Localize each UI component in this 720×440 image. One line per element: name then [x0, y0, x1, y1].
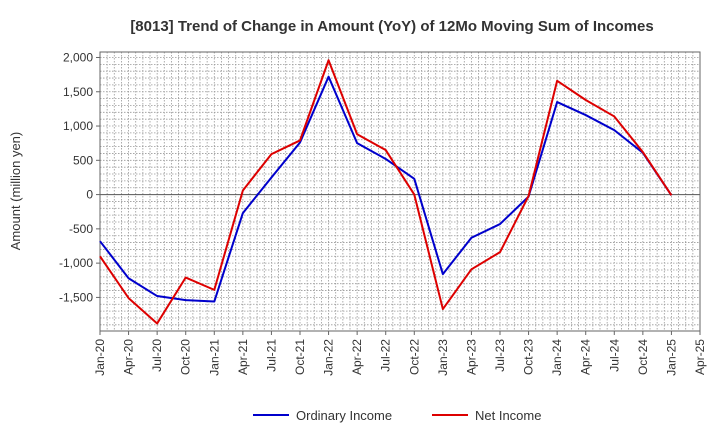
x-tick-label: Jul-24 — [607, 339, 621, 372]
x-ticks: Jan-20 Apr-20 Jul-20 Oct-20 Jan-21 Apr-21 Jul-… — [93, 331, 707, 376]
legend: Ordinary Income Net Income — [253, 408, 541, 423]
x-tick-label: Jul-22 — [379, 339, 393, 372]
y-tick-label: 500 — [73, 153, 93, 167]
x-tick-label: Jan-20 — [93, 339, 107, 376]
x-tick-label: Jul-23 — [493, 339, 507, 372]
grid — [100, 52, 700, 331]
legend-label: Net Income — [475, 408, 541, 423]
plot-border — [99, 51, 701, 332]
x-tick-label: Apr-25 — [693, 339, 707, 375]
x-tick-label: Apr-24 — [579, 339, 593, 375]
y-ticks: 2,000 1,500 1,000 500 0 -500 -1,000 -1,500 — [59, 50, 100, 304]
series-line-net-income — [99, 59, 673, 325]
y-tick-label: 0 — [86, 188, 93, 202]
x-tick-label: Apr-23 — [464, 339, 478, 375]
x-tick-label: Jan-24 — [550, 339, 564, 376]
x-tick-label: Oct-21 — [293, 339, 307, 375]
x-tick-label: Apr-20 — [122, 339, 136, 375]
y-tick-label: 1,500 — [63, 85, 93, 99]
x-tick-label: Apr-22 — [350, 339, 364, 375]
y-tick-label: 1,000 — [63, 119, 93, 133]
x-tick-label: Oct-20 — [179, 339, 193, 375]
y-tick-label: -1,500 — [59, 290, 93, 304]
series-line-ordinary-income — [99, 75, 673, 303]
x-tick-label: Oct-23 — [522, 339, 536, 375]
x-tick-label: Apr-21 — [236, 339, 250, 375]
x-tick-label: Oct-24 — [636, 339, 650, 375]
legend-label: Ordinary Income — [296, 408, 392, 423]
x-tick-label: Jan-23 — [436, 339, 450, 376]
y-tick-label: 2,000 — [63, 50, 93, 64]
plot-frame — [99, 51, 701, 332]
y-tick-label: -500 — [69, 222, 93, 236]
x-tick-label: Jan-25 — [664, 339, 678, 376]
x-tick-label: Jan-22 — [322, 339, 336, 376]
x-tick-label: Jan-21 — [207, 339, 221, 376]
x-tick-label: Jul-21 — [264, 339, 278, 372]
y-tick-label: -1,000 — [59, 256, 93, 270]
y-axis-label: Amount (million yen) — [8, 132, 23, 251]
series-layer — [99, 59, 673, 325]
chart-title: [8013] Trend of Change in Amount (YoY) o… — [130, 18, 653, 35]
x-tick-label: Oct-22 — [407, 339, 421, 375]
x-tick-label: Jul-20 — [150, 339, 164, 372]
